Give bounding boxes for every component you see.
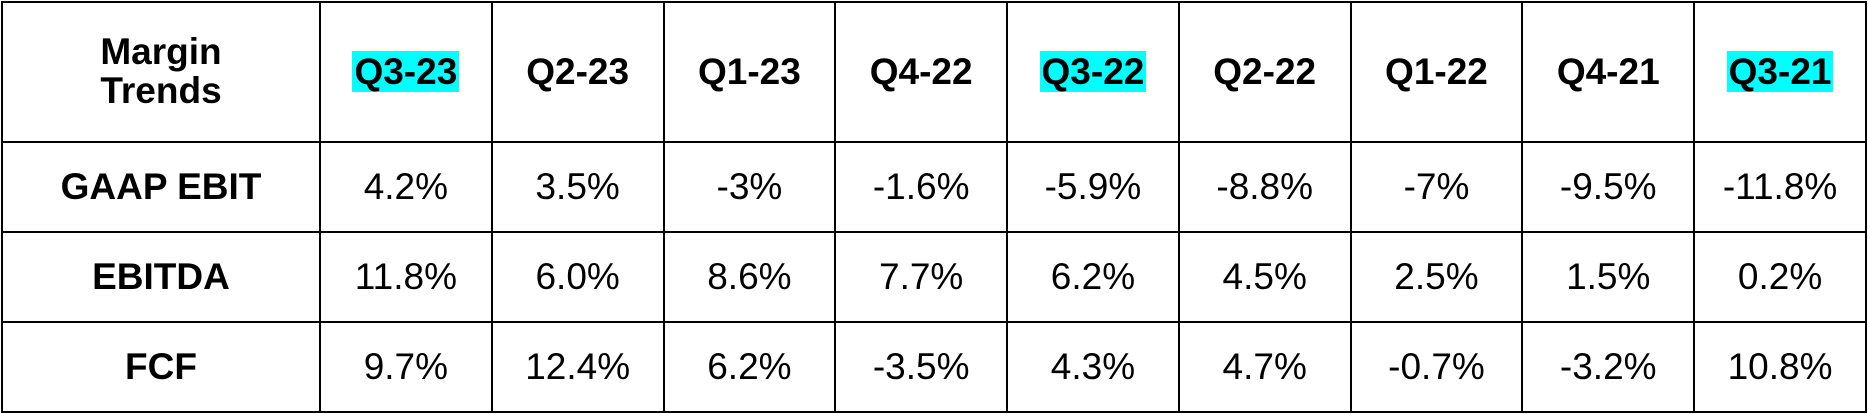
data-cell: 11.8% — [319, 231, 493, 323]
data-cell: 7.7% — [834, 231, 1009, 323]
data-row: FCF 9.7% 12.4% 6.2% -3.5% 4.3% 4.7% -0.7% -3.2% 1… — [1, 321, 1867, 413]
data-row: GAAP EBIT 4.2% 3.5% -3% -1.6% -5.9% -8.8% -7% -9… — [1, 141, 1867, 233]
data-cell: -5.9% — [1006, 141, 1180, 233]
row-header: FCF — [1, 321, 321, 413]
header-cell: Q1-23 — [662, 1, 837, 143]
header-text: Margin Trends — [100, 31, 222, 111]
header-cell: Q3-22 — [1006, 1, 1180, 143]
data-cell: 8.6% — [662, 231, 837, 323]
data-cell: 4.7% — [1177, 321, 1352, 413]
header-text: Q4-22 — [869, 51, 973, 92]
data-cell: 0.2% — [1693, 231, 1867, 323]
header-text: Q2-23 — [526, 51, 630, 92]
data-cell: -1.6% — [834, 141, 1009, 233]
header-cell: Q3-21 — [1693, 1, 1867, 143]
data-cell: 1.5% — [1521, 231, 1696, 323]
header-cell: Q4-22 — [834, 1, 1009, 143]
data-row: EBITDA 11.8% 6.0% 8.6% 7.7% 6.2% 4.5% 2.5% 1.5% 0… — [1, 231, 1867, 323]
header-text: Q3-21 — [1726, 51, 1834, 92]
header-cell: Margin Trends — [1, 1, 321, 143]
header-text: Q3-23 — [352, 51, 460, 92]
data-cell: 4.5% — [1177, 231, 1352, 323]
data-cell: -3.5% — [834, 321, 1009, 413]
data-cell: 2.5% — [1349, 231, 1524, 323]
header-cell: Q2-23 — [490, 1, 665, 143]
data-cell: 6.2% — [662, 321, 837, 413]
data-cell: -9.5% — [1521, 141, 1696, 233]
header-row: Margin Trends Q3-23 Q2-23 Q1-23 Q4-22 Q3… — [1, 1, 1867, 143]
data-cell: 9.7% — [319, 321, 493, 413]
data-cell: -0.7% — [1349, 321, 1524, 413]
data-cell: -3% — [662, 141, 837, 233]
data-cell: 4.2% — [319, 141, 493, 233]
data-cell: 10.8% — [1693, 321, 1867, 413]
data-cell: 3.5% — [490, 141, 665, 233]
header-cell: Q3-23 — [319, 1, 493, 143]
data-cell: 6.2% — [1006, 231, 1180, 323]
header-cell: Q1-22 — [1349, 1, 1524, 143]
header-text: Q3-22 — [1039, 51, 1147, 92]
header-text: Q4-21 — [1556, 51, 1660, 92]
data-cell: -8.8% — [1177, 141, 1352, 233]
data-cell: -11.8% — [1693, 141, 1867, 233]
header-text: Q1-22 — [1385, 51, 1488, 92]
data-cell: -7% — [1349, 141, 1524, 233]
data-cell: 6.0% — [490, 231, 665, 323]
row-header: EBITDA — [1, 231, 321, 323]
header-cell: Q2-22 — [1177, 1, 1352, 143]
header-text: Q1-23 — [697, 51, 801, 92]
header-text: Q2-22 — [1213, 51, 1317, 92]
data-cell: 12.4% — [490, 321, 665, 413]
data-cell: -3.2% — [1521, 321, 1696, 413]
header-cell: Q4-21 — [1521, 1, 1696, 143]
data-cell: 4.3% — [1006, 321, 1180, 413]
row-header: GAAP EBIT — [1, 141, 321, 233]
